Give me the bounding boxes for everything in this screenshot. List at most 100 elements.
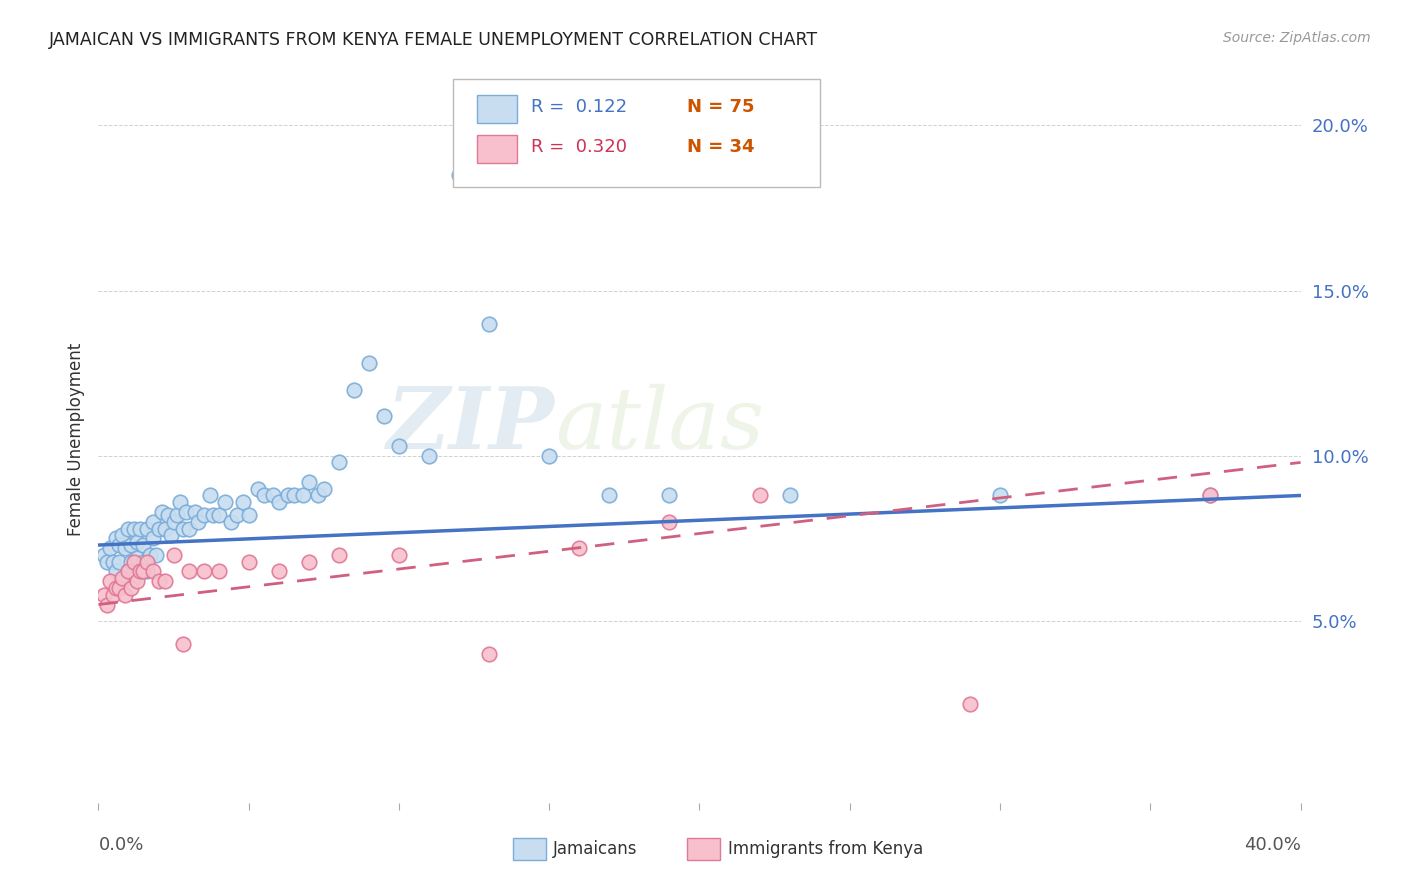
Point (100, 541, 122, 556)
Point (447, 168, 470, 182)
Point (373, 409, 395, 424)
Point (105, 581, 128, 595)
Point (262, 488, 284, 502)
Point (748, 488, 770, 502)
Point (166, 508, 188, 523)
Point (343, 383, 366, 397)
Text: 40.0%: 40.0% (1244, 836, 1301, 854)
Point (114, 541, 136, 556)
Point (132, 565, 155, 579)
Point (153, 574, 176, 589)
Text: Source: ZipAtlas.com: Source: ZipAtlas.com (1223, 31, 1371, 45)
Text: JAMAICAN VS IMMIGRANTS FROM KENYA FEMALE UNEMPLOYMENT CORRELATION CHART: JAMAICAN VS IMMIGRANTS FROM KENYA FEMALE… (49, 31, 818, 49)
Point (162, 515, 184, 529)
Point (148, 522, 170, 536)
Point (129, 565, 152, 579)
Point (148, 574, 170, 589)
Point (238, 555, 260, 569)
Point (312, 482, 335, 496)
Point (172, 522, 194, 536)
Text: R =  0.122: R = 0.122 (531, 98, 627, 116)
Point (103, 555, 125, 569)
Point (127, 574, 149, 589)
Point (183, 505, 205, 519)
Point (96, 555, 118, 569)
Bar (513, 838, 546, 860)
Point (214, 495, 236, 509)
Point (201, 508, 224, 523)
Point (100, 574, 122, 589)
Point (277, 488, 299, 502)
Point (598, 488, 620, 502)
Point (117, 565, 139, 579)
Point (111, 571, 134, 585)
Text: N = 34: N = 34 (688, 138, 755, 156)
Point (93, 548, 115, 562)
Point (283, 488, 305, 502)
Point (124, 555, 146, 569)
Point (129, 565, 152, 579)
Bar (688, 838, 720, 860)
Point (153, 522, 176, 536)
Point (169, 495, 191, 509)
Point (187, 515, 209, 529)
Point (105, 532, 128, 546)
Point (174, 505, 197, 519)
Text: ZIP: ZIP (388, 383, 555, 467)
Text: Jamaicans: Jamaicans (553, 839, 637, 857)
Point (388, 439, 411, 453)
Point (96, 598, 118, 612)
Point (111, 528, 134, 542)
Point (141, 515, 163, 529)
Point (117, 565, 139, 579)
Point (108, 581, 131, 595)
Text: Immigrants from Kenya: Immigrants from Kenya (728, 839, 924, 857)
Point (232, 495, 254, 509)
Point (357, 356, 380, 370)
Point (1199, 488, 1222, 502)
Point (225, 508, 247, 523)
Point (388, 548, 411, 562)
Point (246, 482, 269, 496)
Point (156, 508, 179, 523)
Point (267, 495, 290, 509)
Point (121, 581, 143, 595)
Point (238, 508, 260, 523)
Point (159, 528, 181, 542)
Point (208, 508, 231, 523)
Point (267, 565, 290, 579)
Point (114, 588, 136, 602)
Point (568, 541, 591, 556)
Point (253, 488, 276, 502)
Text: N = 75: N = 75 (688, 98, 755, 116)
Point (132, 538, 155, 552)
Point (193, 508, 215, 523)
Point (177, 565, 200, 579)
Text: 0.0%: 0.0% (98, 836, 143, 854)
Point (108, 538, 131, 552)
Point (135, 565, 157, 579)
Point (138, 548, 160, 562)
Point (127, 534, 149, 549)
Point (328, 455, 350, 469)
Point (988, 488, 1011, 502)
Point (117, 522, 139, 536)
Point (198, 488, 221, 502)
Point (208, 565, 231, 579)
FancyBboxPatch shape (453, 79, 820, 187)
Text: atlas: atlas (555, 384, 765, 467)
Point (111, 574, 134, 589)
Point (658, 488, 681, 502)
Point (418, 449, 440, 463)
Point (328, 548, 350, 562)
Point (141, 532, 163, 546)
Point (478, 647, 501, 661)
Point (105, 565, 128, 579)
Point (298, 475, 321, 490)
Point (658, 515, 681, 529)
Y-axis label: Female Unemployment: Female Unemployment (66, 343, 84, 536)
Point (103, 588, 125, 602)
Point (219, 515, 242, 529)
Point (121, 538, 143, 552)
Point (141, 565, 163, 579)
